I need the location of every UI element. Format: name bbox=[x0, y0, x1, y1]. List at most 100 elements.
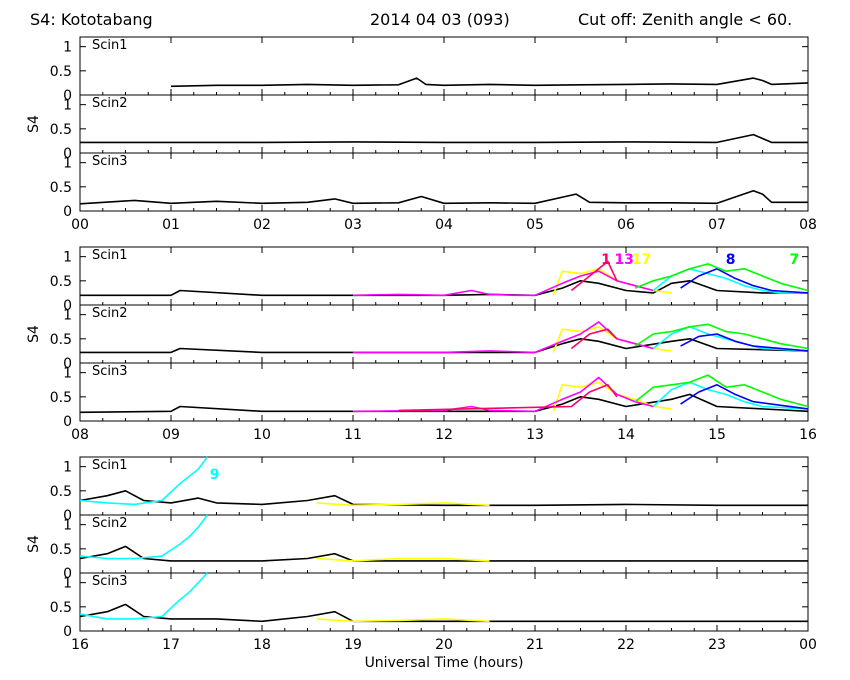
series-line bbox=[352, 376, 654, 413]
prn-label: 9 bbox=[210, 467, 220, 483]
x-tick-label: 03 bbox=[344, 217, 362, 233]
y-axis-label: S4 bbox=[26, 325, 42, 343]
station-title: S4: Kototabang bbox=[30, 10, 153, 29]
x-tick-label: 22 bbox=[617, 637, 635, 653]
series-line bbox=[79, 489, 808, 507]
series-line bbox=[652, 381, 809, 410]
panel-label: Scin2 bbox=[92, 516, 128, 531]
series-line bbox=[680, 383, 809, 410]
x-tick-label: 07 bbox=[708, 217, 726, 233]
chart-group-0: 0 0.5 1 Scin1 0 0.5 1 Scin2 0 0.5 1 Scin3 00 01 02 03 04… bbox=[26, 36, 817, 233]
y-tick-label: 0 bbox=[63, 508, 72, 524]
y-tick-label: 0.5 bbox=[50, 64, 72, 80]
series-line bbox=[316, 557, 490, 562]
panel-frame bbox=[79, 456, 809, 516]
chart-group-2: 0 0.5 1 Scin1 0 0.5 1 Scin2 0 0.5 1 Scin3 16 17 18 19 20… bbox=[26, 456, 817, 671]
x-tick-label: 20 bbox=[435, 637, 453, 653]
series-line bbox=[353, 321, 654, 354]
series-line bbox=[680, 333, 809, 352]
y-tick-label: 1 bbox=[63, 460, 72, 476]
y-tick-label: 0.5 bbox=[50, 390, 72, 406]
prn-label: 17 bbox=[632, 252, 651, 268]
series-line bbox=[79, 603, 808, 623]
x-axis-label: Universal Time (hours) bbox=[365, 655, 524, 671]
y-tick-label: 1 bbox=[63, 40, 72, 56]
x-tick-label: 00 bbox=[71, 217, 89, 233]
series-line bbox=[680, 267, 809, 294]
y-tick-label: 0 bbox=[63, 566, 72, 582]
x-tick-label: 21 bbox=[526, 637, 544, 653]
x-tick-label: 11 bbox=[344, 427, 362, 443]
series-line bbox=[570, 328, 618, 350]
series-line bbox=[634, 263, 809, 292]
y-tick-label: 0.5 bbox=[50, 180, 72, 196]
panel-frame bbox=[79, 304, 809, 364]
panel-frame bbox=[79, 514, 809, 574]
series-line bbox=[316, 502, 490, 507]
series-line bbox=[79, 189, 808, 205]
series-line bbox=[79, 545, 808, 562]
y-tick-label: 0 bbox=[63, 88, 72, 104]
chart-group-1: 0 0.5 1 Scin1 0 0.5 1 Scin2 0 0.5 1 Scin3 08 09 10 11 12… bbox=[26, 246, 817, 443]
x-tick-label: 02 bbox=[253, 217, 271, 233]
x-tick-label: 14 bbox=[617, 427, 635, 443]
cutoff-note: Cut off: Zenith angle < 60. bbox=[578, 10, 793, 29]
y-axis-label: S4 bbox=[26, 115, 42, 133]
y-tick-label: 1 bbox=[63, 308, 72, 324]
y-tick-label: 0 bbox=[63, 298, 72, 314]
y-axis-label: S4 bbox=[26, 535, 42, 553]
series-line bbox=[634, 374, 809, 408]
panel-label: Scin3 bbox=[92, 574, 128, 589]
y-tick-label: 0 bbox=[63, 624, 72, 640]
series-line bbox=[170, 77, 809, 88]
series-line bbox=[398, 383, 618, 412]
y-tick-label: 0.5 bbox=[50, 484, 72, 500]
y-tick-label: 0.5 bbox=[50, 542, 72, 558]
x-tick-label: 00 bbox=[799, 637, 817, 653]
x-tick-label: 08 bbox=[71, 427, 89, 443]
y-tick-label: 0.5 bbox=[50, 122, 72, 138]
x-tick-label: 12 bbox=[435, 427, 453, 443]
y-tick-label: 1 bbox=[63, 250, 72, 266]
x-tick-label: 05 bbox=[526, 217, 544, 233]
x-tick-label: 13 bbox=[526, 427, 544, 443]
panel-label: Scin2 bbox=[92, 306, 128, 321]
x-tick-label: 15 bbox=[708, 427, 726, 443]
x-tick-label: 10 bbox=[253, 427, 271, 443]
series-line bbox=[79, 456, 209, 506]
date-title: 2014 04 03 (093) bbox=[370, 10, 510, 29]
x-tick-label: 17 bbox=[162, 637, 180, 653]
panel-label: Scin1 bbox=[92, 458, 128, 473]
x-tick-label: 01 bbox=[162, 217, 180, 233]
y-tick-label: 1 bbox=[63, 576, 72, 592]
y-tick-label: 1 bbox=[63, 98, 72, 114]
x-tick-label: 16 bbox=[71, 637, 89, 653]
series-line bbox=[316, 618, 490, 623]
series-line bbox=[570, 260, 618, 292]
series-line bbox=[652, 325, 809, 352]
x-tick-label: 06 bbox=[617, 217, 635, 233]
panel-label: Scin3 bbox=[92, 154, 128, 169]
panel-label: Scin1 bbox=[92, 248, 128, 263]
x-tick-label: 19 bbox=[344, 637, 362, 653]
series-line bbox=[80, 133, 808, 144]
x-tick-label: 09 bbox=[162, 427, 180, 443]
series-line bbox=[652, 267, 808, 294]
y-tick-label: 1 bbox=[63, 366, 72, 382]
y-tick-label: 0.5 bbox=[50, 274, 72, 290]
prn-label: 1 bbox=[601, 252, 611, 268]
panel-frame bbox=[79, 572, 809, 632]
y-tick-label: 1 bbox=[63, 156, 72, 172]
prn-label: 13 bbox=[614, 252, 633, 268]
prn-label: 8 bbox=[726, 252, 736, 268]
x-tick-label: 16 bbox=[799, 427, 817, 443]
y-tick-label: 0 bbox=[63, 204, 72, 220]
series-line bbox=[80, 279, 808, 297]
y-tick-label: 0 bbox=[63, 146, 72, 162]
series-line bbox=[80, 337, 809, 354]
y-tick-label: 0.5 bbox=[50, 332, 72, 348]
series-line bbox=[79, 572, 208, 620]
x-tick-label: 08 bbox=[799, 217, 817, 233]
